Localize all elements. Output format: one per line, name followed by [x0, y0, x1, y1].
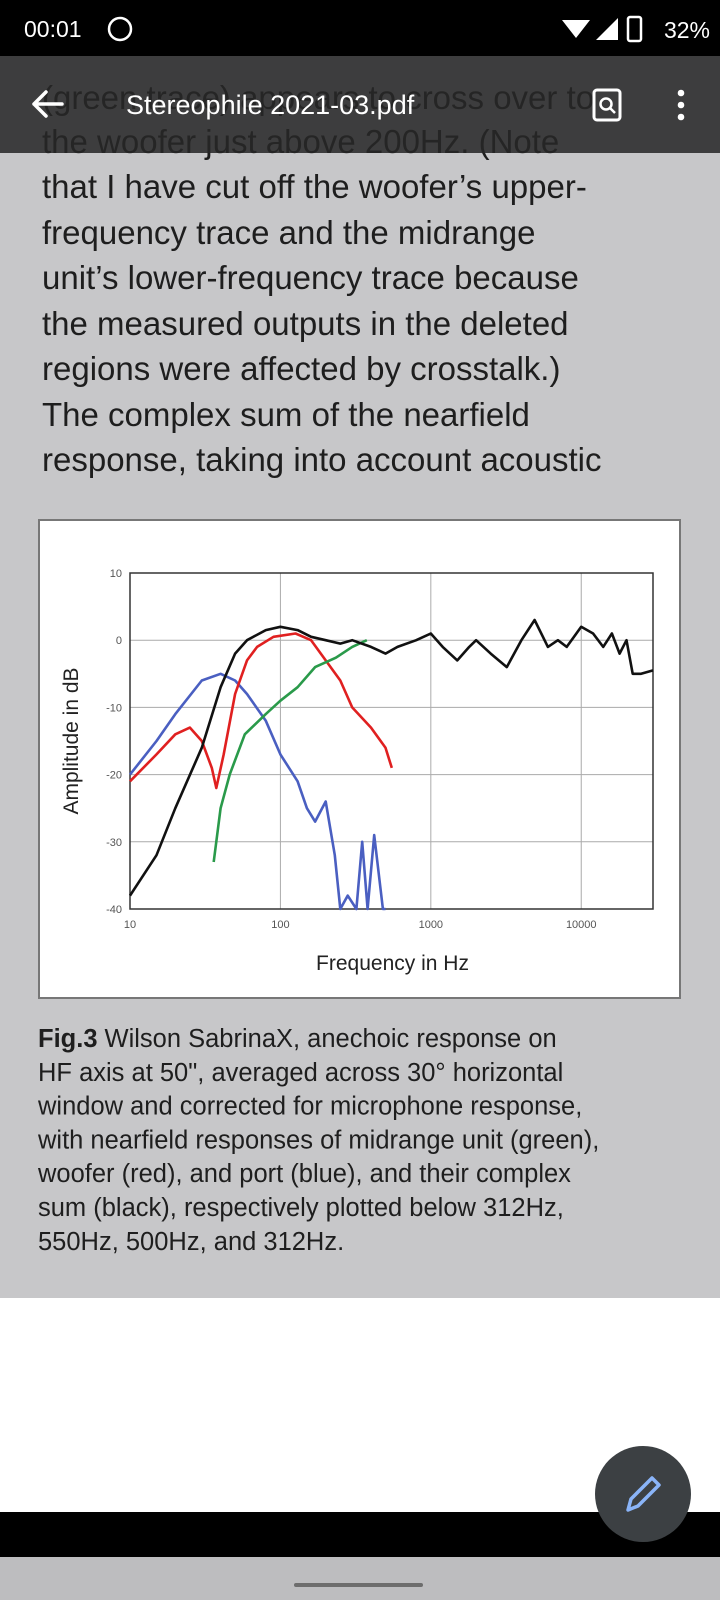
x-tick-label: 10: [124, 919, 136, 931]
x-tick-label: 100: [271, 919, 289, 931]
caption-line: sum (black), respectively plotted below …: [38, 1194, 564, 1222]
signal-icon: [596, 18, 618, 40]
plot-border: [129, 572, 654, 910]
caption-line: Fig.3 Wilson SabrinaX, anechoic response …: [38, 1025, 557, 1053]
back-button[interactable]: [32, 90, 64, 118]
caption-label: Fig.3: [38, 1025, 98, 1053]
body-line: response, taking into account acoustic: [42, 441, 602, 478]
y-axis-label: Amplitude in dB: [60, 667, 83, 814]
x-axis-label: Frequency in Hz: [316, 952, 469, 975]
caption-text: 550Hz, 500Hz, and 312Hz.: [38, 1228, 344, 1256]
battery-level: 32%: [664, 17, 710, 43]
series-line: [212, 639, 368, 863]
body-line: unit’s lower-frequency trace because: [42, 259, 579, 296]
caption-text: Wilson SabrinaX, anechoic response on: [105, 1025, 557, 1053]
caption-line: 550Hz, 500Hz, and 312Hz.: [38, 1228, 344, 1256]
caption-line: HF axis at 50", averaged across 30° hori…: [38, 1059, 563, 1087]
series-line: [128, 618, 654, 897]
body-line: the measured outputs in the deleted: [42, 305, 569, 342]
caption-text: with nearfield responses of midrange uni…: [37, 1126, 599, 1154]
document-title: Stereophile 2021-03.pdf: [126, 90, 415, 120]
caption-text: sum (black), respectively plotted below …: [38, 1194, 564, 1222]
y-tick-label: -40: [106, 904, 122, 916]
body-line: The complex sum of the nearfield: [42, 396, 530, 433]
caption-line: window and corrected for microphone resp…: [37, 1093, 582, 1121]
y-tick-label: 10: [110, 568, 122, 580]
wifi-icon: [562, 20, 590, 38]
body-line: that I have cut off the woofer’s upper-: [42, 168, 587, 205]
caption-text: HF axis at 50", averaged across 30° hori…: [38, 1059, 563, 1087]
battery-icon: [626, 15, 643, 43]
y-tick-label: -10: [106, 702, 122, 714]
bottom-bar: [0, 1512, 720, 1557]
body-line: frequency trace and the midrange: [42, 214, 535, 251]
plot-area: [130, 573, 653, 909]
x-tick-label: 1000: [419, 919, 443, 931]
clock: 00:01: [24, 16, 82, 42]
notification-icon: [107, 16, 133, 42]
caption-text: window and corrected for microphone resp…: [37, 1093, 582, 1121]
series-line: [129, 632, 394, 790]
y-tick-label: -30: [106, 837, 122, 849]
chart: -40 -30 -20 -10 0 10 10 100 1000 10000 Frequency i…: [60, 568, 654, 975]
search-button[interactable]: [592, 88, 622, 122]
caption-line: with nearfield responses of midrange uni…: [37, 1126, 599, 1154]
caption-text: woofer (red), and port (blue), and their…: [37, 1160, 571, 1188]
navigation-bar: [0, 1557, 720, 1600]
y-tick-label: 0: [116, 635, 122, 647]
edit-button[interactable]: [595, 1446, 691, 1542]
caption-line: woofer (red), and port (blue), and their…: [37, 1160, 571, 1188]
series-line: [128, 672, 386, 911]
caption: Fig.3 Wilson SabrinaX, anechoic response …: [37, 1025, 599, 1256]
more-button[interactable]: [677, 89, 685, 121]
status-bar: [0, 0, 720, 56]
y-tick-label: -20: [106, 770, 122, 782]
body-line: regions were affected by crosstalk.): [42, 350, 560, 387]
x-tick-label: 10000: [566, 919, 597, 931]
